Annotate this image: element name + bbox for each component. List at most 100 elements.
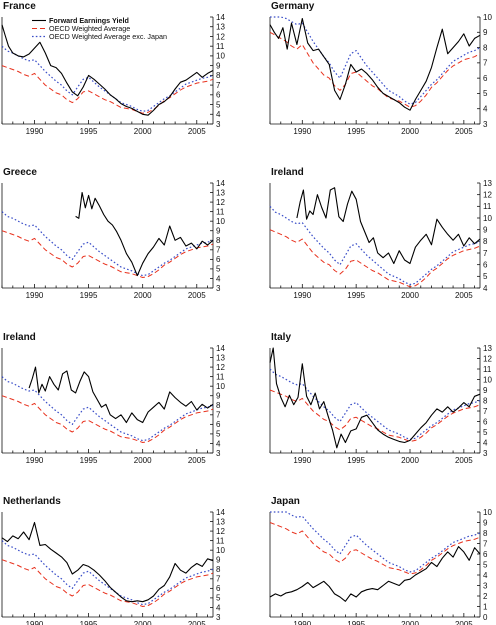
y-tick-label: 11 xyxy=(483,202,492,211)
panel-title: Netherlands xyxy=(3,496,61,507)
panel-1: Germany 3 4 5 6 7 8 9 10 1990 1995 2000 2005 xyxy=(269,1,492,136)
y-tick-label: 8 xyxy=(216,71,221,80)
y-tick-label: 3 xyxy=(483,581,488,590)
y-tick-label: 4 xyxy=(483,105,488,114)
y-tick-label: 11 xyxy=(216,207,225,216)
y-tick-label: 8 xyxy=(483,396,488,405)
series-line-fey xyxy=(75,191,214,277)
y-tick-label: 4 xyxy=(216,274,221,283)
panel-title: Italy xyxy=(271,332,291,343)
y-tick-label: 4 xyxy=(216,110,221,119)
y-tick-label: 12 xyxy=(216,363,225,372)
y-tick-label: 3 xyxy=(216,120,221,129)
x-tick-label: 1995 xyxy=(347,620,365,625)
y-tick-label: 6 xyxy=(483,74,488,83)
panel-title: Ireland xyxy=(3,332,36,343)
y-tick-label: 11 xyxy=(216,372,225,381)
series-line-oecd_ex_japan xyxy=(270,511,481,573)
y-tick-label: 6 xyxy=(216,420,221,429)
x-tick-label: 1995 xyxy=(80,127,98,136)
y-tick-label: 13 xyxy=(216,188,225,197)
y-tick-label: 6 xyxy=(216,255,221,264)
y-tick-label: 8 xyxy=(483,529,488,538)
y-tick-label: 8 xyxy=(483,43,488,52)
y-tick-label: 10 xyxy=(483,214,492,223)
y-tick-label: 4 xyxy=(483,438,488,447)
x-tick-label: 2005 xyxy=(188,456,206,465)
series-line-oecd_ex_japan xyxy=(1,376,214,442)
x-tick-label: 1995 xyxy=(80,291,98,300)
x-tick-label: 1990 xyxy=(26,456,44,465)
y-tick-label: 4 xyxy=(483,284,488,293)
legend-label-oecd: OECD Weighted Average xyxy=(49,24,130,33)
y-tick-label: 13 xyxy=(483,344,492,353)
y-tick-label: 5 xyxy=(483,89,488,98)
y-tick-label: 5 xyxy=(483,428,488,437)
panel-7: Japan 0 12 34 56 78 910 1990 1995 2000 2005 xyxy=(269,496,492,625)
legend-label-fey: Forward Earnings Yield xyxy=(49,16,129,25)
legend-label-oecd_ex_japan: OECD Weighted Average exc. Japan xyxy=(49,32,167,41)
x-tick-label: 2000 xyxy=(401,291,419,300)
panel-title: Greece xyxy=(3,167,37,178)
y-tick-label: 14 xyxy=(216,508,225,517)
x-tick-label: 2005 xyxy=(455,456,473,465)
panel-3: Ireland 4 5 6 7 8 9 10 11 12 13 1990 1995 2000 2005 xyxy=(269,167,492,300)
series-line-oecd_ex_japan xyxy=(269,205,481,286)
x-tick-label: 2000 xyxy=(401,456,419,465)
y-tick-label: 11 xyxy=(216,42,225,51)
series-line-fey xyxy=(28,366,214,424)
series-line-fey xyxy=(1,521,214,603)
y-tick-label: 6 xyxy=(216,91,221,100)
y-tick-label: 5 xyxy=(216,265,221,274)
series-line-oecd xyxy=(269,229,481,288)
series-line-oecd_ex_japan xyxy=(269,368,481,440)
y-tick-label: 12 xyxy=(216,32,225,41)
y-tick-label: 13 xyxy=(216,23,225,32)
y-tick-label: 9 xyxy=(216,61,221,70)
y-tick-label: 5 xyxy=(216,430,221,439)
x-tick-label: 1995 xyxy=(347,127,365,136)
y-tick-label: 12 xyxy=(216,527,225,536)
y-tick-label: 8 xyxy=(216,401,221,410)
y-tick-label: 5 xyxy=(483,272,488,281)
y-tick-label: 5 xyxy=(216,100,221,109)
y-tick-label: 5 xyxy=(483,560,488,569)
x-tick-label: 1990 xyxy=(293,127,311,136)
y-tick-label: 8 xyxy=(216,236,221,245)
x-tick-label: 2000 xyxy=(401,127,419,136)
y-tick-label: 10 xyxy=(483,13,492,22)
y-tick-label: 5 xyxy=(216,594,221,603)
y-tick-label: 7 xyxy=(483,59,488,68)
panel-title: Ireland xyxy=(271,167,304,178)
x-tick-label: 1990 xyxy=(293,456,311,465)
series-line-oecd_ex_japan xyxy=(1,45,214,113)
x-tick-label: 1990 xyxy=(26,620,44,625)
y-tick-label: 10 xyxy=(216,52,225,61)
x-tick-label: 2000 xyxy=(134,620,152,625)
series-line-oecd xyxy=(1,559,214,607)
y-tick-label: 6 xyxy=(483,550,488,559)
y-tick-label: 9 xyxy=(483,386,488,395)
x-tick-label: 2005 xyxy=(455,620,473,625)
series-line-fey xyxy=(269,347,481,449)
series-line-oecd xyxy=(1,65,214,114)
y-tick-label: 12 xyxy=(483,354,492,363)
x-tick-label: 2005 xyxy=(455,291,473,300)
y-tick-label: 6 xyxy=(216,584,221,593)
x-tick-label: 2000 xyxy=(134,456,152,465)
y-tick-label: 3 xyxy=(483,120,488,129)
series-line-oecd xyxy=(269,31,481,108)
x-tick-label: 1990 xyxy=(26,291,44,300)
y-tick-label: 13 xyxy=(216,353,225,362)
y-tick-label: 12 xyxy=(483,190,492,199)
y-tick-label: 9 xyxy=(216,227,221,236)
x-tick-label: 2000 xyxy=(134,127,152,136)
y-tick-label: 2 xyxy=(483,592,488,601)
y-tick-label: 11 xyxy=(483,365,492,374)
y-tick-label: 3 xyxy=(483,449,488,458)
